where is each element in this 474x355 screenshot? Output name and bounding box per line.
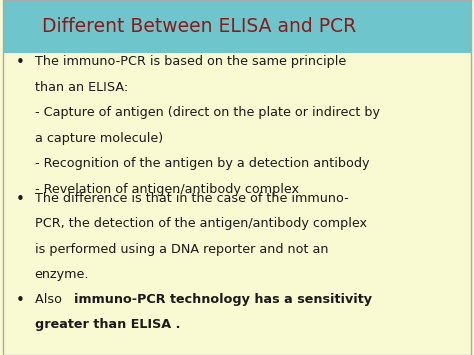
Text: - Revelation of antigen/antibody complex: - Revelation of antigen/antibody complex [35,183,299,196]
Text: •: • [16,293,25,308]
Text: Different Between ELISA and PCR: Different Between ELISA and PCR [43,17,357,36]
Text: •: • [16,192,25,207]
Text: Also: Also [35,293,66,306]
Text: a capture molecule): a capture molecule) [35,132,163,145]
Text: immuno-PCR technology has a sensitivity: immuno-PCR technology has a sensitivity [74,293,372,306]
Text: enzyme.: enzyme. [35,268,89,282]
Text: - Capture of antigen (direct on the plate or indirect by: - Capture of antigen (direct on the plat… [35,106,380,119]
FancyBboxPatch shape [3,0,471,53]
Text: The immuno-PCR is based on the same principle: The immuno-PCR is based on the same prin… [35,55,346,68]
Text: than an ELISA:: than an ELISA: [35,81,128,94]
Text: is performed using a DNA reporter and not an: is performed using a DNA reporter and no… [35,243,328,256]
Text: greater than ELISA .: greater than ELISA . [35,318,180,332]
Text: •: • [16,55,25,70]
Text: PCR, the detection of the antigen/antibody complex: PCR, the detection of the antigen/antibo… [35,217,367,230]
Text: - Recognition of the antigen by a detection antibody: - Recognition of the antigen by a detect… [35,157,369,170]
Text: The difference is that in the case of the immuno-: The difference is that in the case of th… [35,192,348,205]
